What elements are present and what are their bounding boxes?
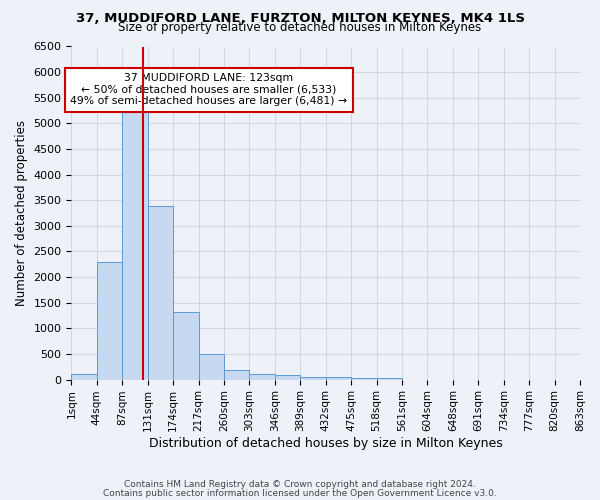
Bar: [173, 312, 199, 380]
Bar: [377, 378, 402, 380]
Bar: [199, 354, 224, 380]
Text: 37, MUDDIFORD LANE, FURZTON, MILTON KEYNES, MK4 1LS: 37, MUDDIFORD LANE, FURZTON, MILTON KEYN…: [76, 12, 524, 24]
Text: 37 MUDDIFORD LANE: 123sqm
← 50% of detached houses are smaller (6,533)
49% of se: 37 MUDDIFORD LANE: 123sqm ← 50% of detac…: [70, 73, 347, 106]
Text: Contains public sector information licensed under the Open Government Licence v3: Contains public sector information licen…: [103, 488, 497, 498]
Bar: [326, 377, 351, 380]
Bar: [148, 206, 173, 380]
Bar: [275, 376, 300, 380]
Text: Contains HM Land Registry data © Crown copyright and database right 2024.: Contains HM Land Registry data © Crown c…: [124, 480, 476, 489]
Bar: [351, 378, 377, 380]
Text: Size of property relative to detached houses in Milton Keynes: Size of property relative to detached ho…: [118, 22, 482, 35]
Bar: [71, 374, 97, 380]
Bar: [300, 376, 326, 380]
Bar: [97, 262, 122, 380]
Bar: [224, 370, 250, 380]
X-axis label: Distribution of detached houses by size in Milton Keynes: Distribution of detached houses by size …: [149, 437, 503, 450]
Bar: [122, 103, 148, 380]
Bar: [250, 374, 275, 380]
Y-axis label: Number of detached properties: Number of detached properties: [15, 120, 28, 306]
